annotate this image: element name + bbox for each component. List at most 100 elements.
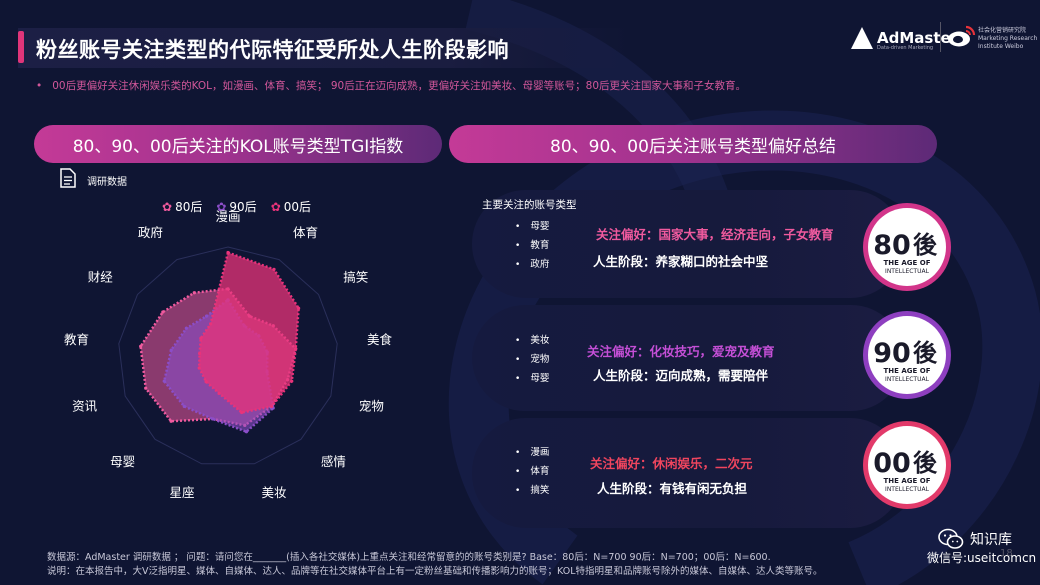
- radar-series-2: [197, 250, 301, 415]
- card-80-preference: 关注偏好：国家大事，经济走向，子女教育: [596, 227, 834, 242]
- weibo-icon: [948, 25, 976, 47]
- badge-00-number: 00: [873, 448, 911, 479]
- title-bar: [18, 28, 628, 68]
- radar-axis-label: 美妆: [262, 485, 287, 500]
- title-accent: [18, 31, 24, 63]
- list-item: 教育: [515, 236, 549, 255]
- list-item: 政府: [515, 255, 549, 274]
- page-number: 18: [1000, 548, 1013, 559]
- radar-axis-label: 搞笑: [343, 269, 368, 284]
- radar-point: [270, 404, 274, 409]
- radar-axis-label: 星座: [169, 485, 194, 500]
- card-00-preference: 关注偏好：休闲娱乐，二次元: [590, 456, 753, 471]
- card-90-preference: 关注偏好：化妆技巧，爱宠及教育: [587, 344, 775, 359]
- radar-point: [169, 348, 173, 352]
- radar-point: [197, 366, 201, 370]
- legend-swatch-90: ✿: [216, 199, 227, 214]
- radar-axis-label: 感情: [321, 454, 346, 469]
- radar-point: [182, 404, 186, 409]
- radar-axis-label: 宠物: [359, 399, 384, 414]
- radar-point: [192, 291, 196, 295]
- card-00-type-list: 漫画 体育 搞笑: [515, 443, 549, 500]
- card-80-life-stage: 人生阶段：养家糊口的社会中坚: [593, 254, 769, 269]
- radar-point: [290, 379, 294, 383]
- badge-80-caption-2: INTELLECTUAL: [885, 268, 930, 275]
- radar-axis-label: 漫画: [215, 210, 240, 224]
- data-source-note: 数据源：AdMaster 调研数据 ； 问题：请问您在_______(插入各社交…: [47, 552, 771, 563]
- list-item: 宠物: [515, 350, 549, 369]
- radar-point: [240, 410, 244, 415]
- definition-note: 说明：在本报告中，大V泛指明星、媒体、自媒体、达人、品牌等在社交媒体平台上有一定…: [47, 566, 823, 577]
- admaster-mark-icon: [851, 27, 873, 49]
- radar-point: [139, 344, 143, 348]
- wechat-brand: 知识库: [938, 528, 1012, 550]
- document-icon: [60, 168, 76, 188]
- wechat-icon: [938, 528, 964, 549]
- radar-point: [162, 379, 166, 383]
- legend-item-90: ✿ 90后: [216, 198, 256, 215]
- radar-point: [209, 322, 213, 326]
- badge-00-char: 後: [913, 449, 938, 477]
- chart-legend: ✿ 80后 ✿ 90后 ✿ 00后: [162, 198, 311, 215]
- radar-point: [161, 310, 165, 314]
- badge-80-char: 後: [913, 231, 938, 259]
- card-90-life-stage: 人生阶段：迈向成熟，需要陪伴: [593, 368, 769, 383]
- radar-point: [211, 417, 215, 421]
- radar-point: [272, 267, 276, 271]
- radar-point: [204, 314, 209, 318]
- legend-label-80: 80后: [175, 200, 203, 214]
- admaster-logo: AdMaster Data-driven Marketing: [851, 26, 959, 51]
- list-item: 体育: [515, 462, 549, 481]
- list-item: 母婴: [515, 217, 549, 236]
- card-80-type-list: 母婴 教育 政府: [515, 217, 549, 274]
- radar-point: [217, 391, 221, 395]
- admaster-name: AdMaster: [877, 29, 959, 47]
- radar-point: [184, 326, 188, 330]
- radar-point: [294, 347, 298, 351]
- legend-label-00: 00后: [283, 200, 312, 214]
- logo-divider: [940, 22, 941, 52]
- legend-item-00: ✿ 00后: [271, 198, 311, 215]
- radar-point: [144, 386, 148, 390]
- radar-axis-label: 教育: [64, 332, 89, 347]
- radar-point: [204, 380, 208, 384]
- badge-90-caption-1: THE AGE OF: [884, 367, 931, 375]
- subtitle-bullet: •: [36, 80, 43, 92]
- list-item: 搞笑: [515, 481, 549, 500]
- legend-swatch-00: ✿: [270, 199, 281, 214]
- radar-axis-label: 财经: [88, 269, 114, 284]
- radar-point: [169, 419, 173, 423]
- radar-point: [199, 336, 203, 340]
- badge-90-char: 後: [913, 339, 938, 367]
- account-types-header: 主要关注的账号类型: [482, 199, 577, 211]
- left-panel-heading: 80、90、00后关注的KOL账号类型TGI指数: [34, 125, 442, 163]
- badge-90-icon: 90 後 THE AGE OF INTELLECTUAL: [862, 310, 952, 400]
- card-90-type-list: 美妆 宠物 母婴: [515, 331, 549, 388]
- badge-00-caption-2: INTELLECTUAL: [885, 486, 930, 493]
- subtitle: • 00后更偏好关注休闲娱乐类的KOL，如漫画、体育、搞笑； 90后正在迈向成熟，…: [36, 78, 746, 93]
- badge-80-icon: 80 後 THE AGE OF INTELLECTUAL: [862, 202, 952, 292]
- radar-frame: [118, 246, 338, 465]
- wechat-id: 微信号:useitcomcn: [927, 551, 1037, 565]
- legend-item-80: ✿ 80后: [162, 198, 202, 215]
- radar-axis-label: 资讯: [72, 399, 98, 414]
- badge-80-number: 80: [873, 230, 911, 261]
- right-panel-heading: 80、90、00后关注账号类型偏好总结: [449, 125, 937, 163]
- badge-00-caption-1: THE AGE OF: [884, 477, 931, 485]
- legend-swatch-80: ✿: [162, 199, 173, 214]
- wechat-brand-name: 知识库: [970, 532, 1012, 548]
- admaster-sub: Data-driven Marketing: [877, 45, 934, 51]
- radar-point: [226, 250, 230, 255]
- badge-90-number: 90: [873, 338, 911, 369]
- page-title: 粉丝账号关注类型的代际特征受所处人生阶段影响: [36, 38, 509, 62]
- radar-point: [244, 430, 249, 434]
- survey-data-label: 调研数据: [87, 177, 127, 188]
- list-item: 漫画: [515, 443, 549, 462]
- list-item: 母婴: [515, 369, 549, 388]
- badge-00-icon: 00 後 THE AGE OF INTELLECTUAL: [862, 420, 952, 510]
- radar-point: [297, 306, 301, 310]
- radar-point: [198, 351, 202, 356]
- radar-axis-label: 母婴: [110, 454, 135, 469]
- radar-axis-label: 美食: [367, 332, 393, 347]
